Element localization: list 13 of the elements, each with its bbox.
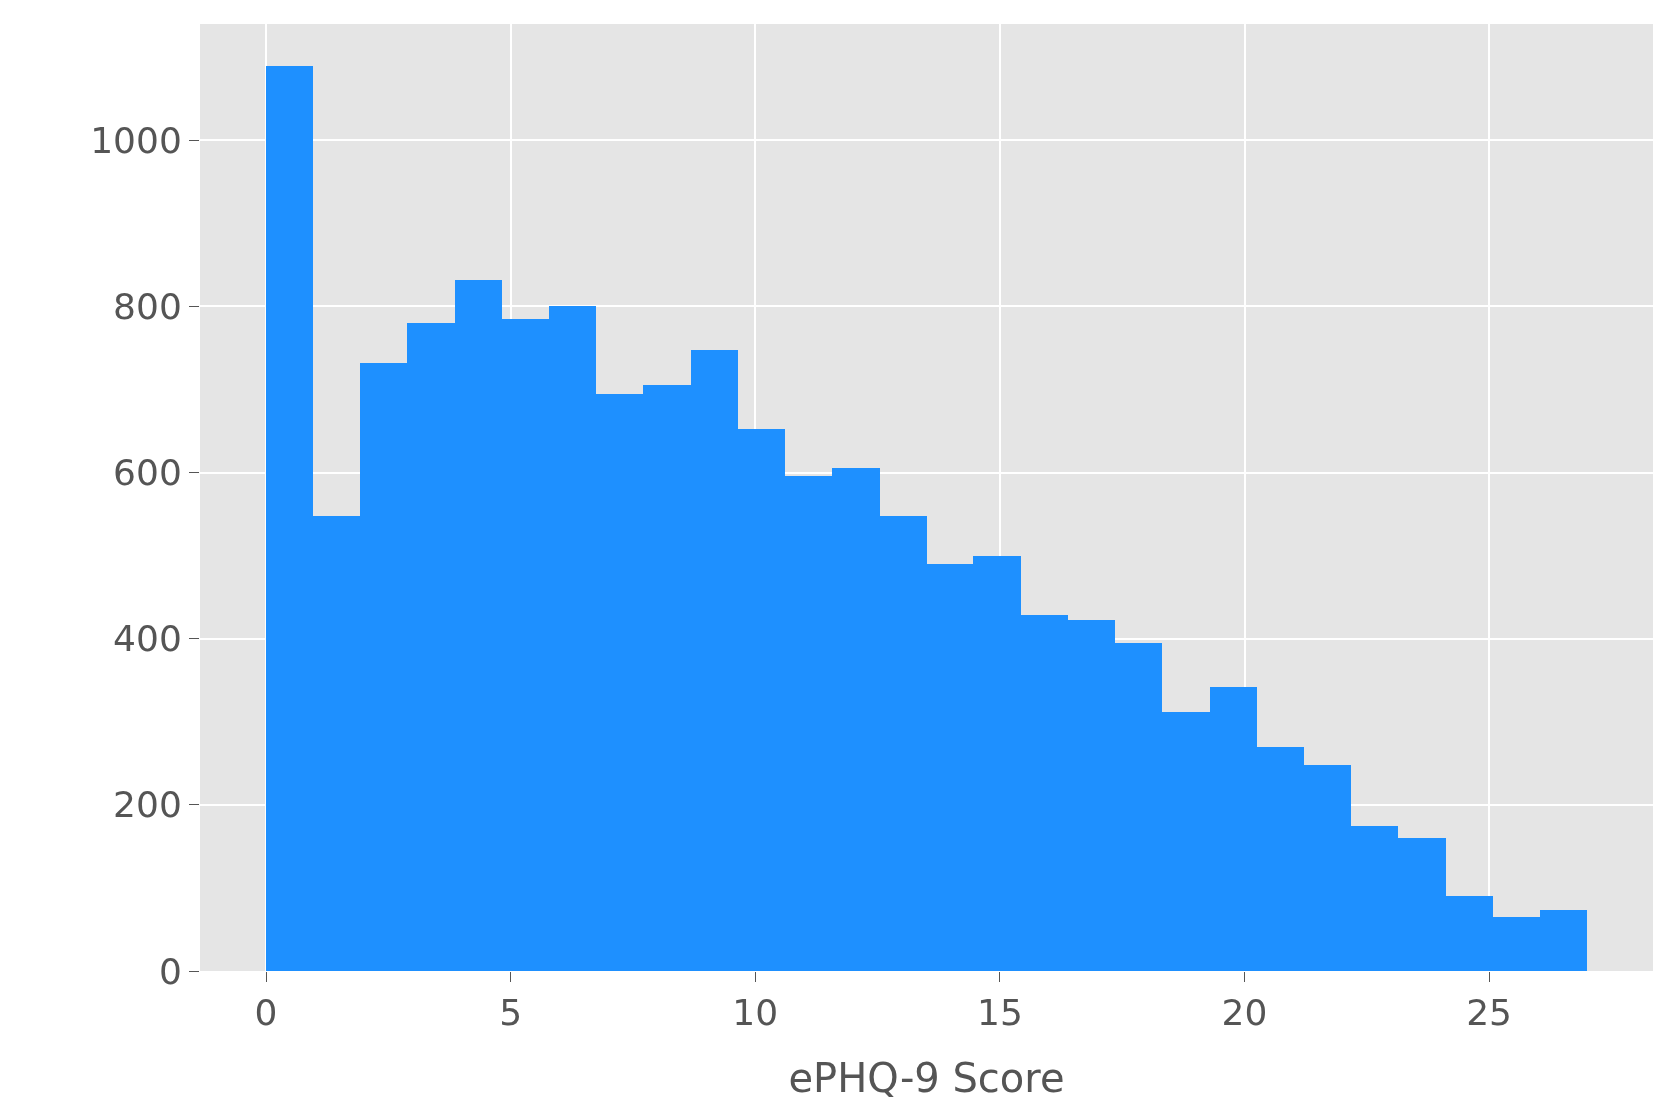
y-tick-label: 400 — [113, 618, 182, 660]
y-tick-label: 200 — [113, 784, 182, 826]
x-tick-label: 20 — [1221, 992, 1268, 1034]
y-tick-label: 800 — [113, 286, 182, 328]
x-tick-label: 0 — [254, 992, 278, 1034]
x-tick-label: 10 — [732, 992, 779, 1034]
x-tick-label: 5 — [499, 992, 523, 1034]
x-tick-label: 15 — [976, 992, 1023, 1034]
y-tick-label: 0 — [158, 950, 182, 992]
x-axis-title: ePHQ-9 Score — [788, 1055, 1065, 1101]
x-tick-label: 25 — [1466, 992, 1513, 1034]
y-tick-label: 1000 — [90, 119, 182, 161]
y-tick-label: 600 — [113, 452, 182, 494]
